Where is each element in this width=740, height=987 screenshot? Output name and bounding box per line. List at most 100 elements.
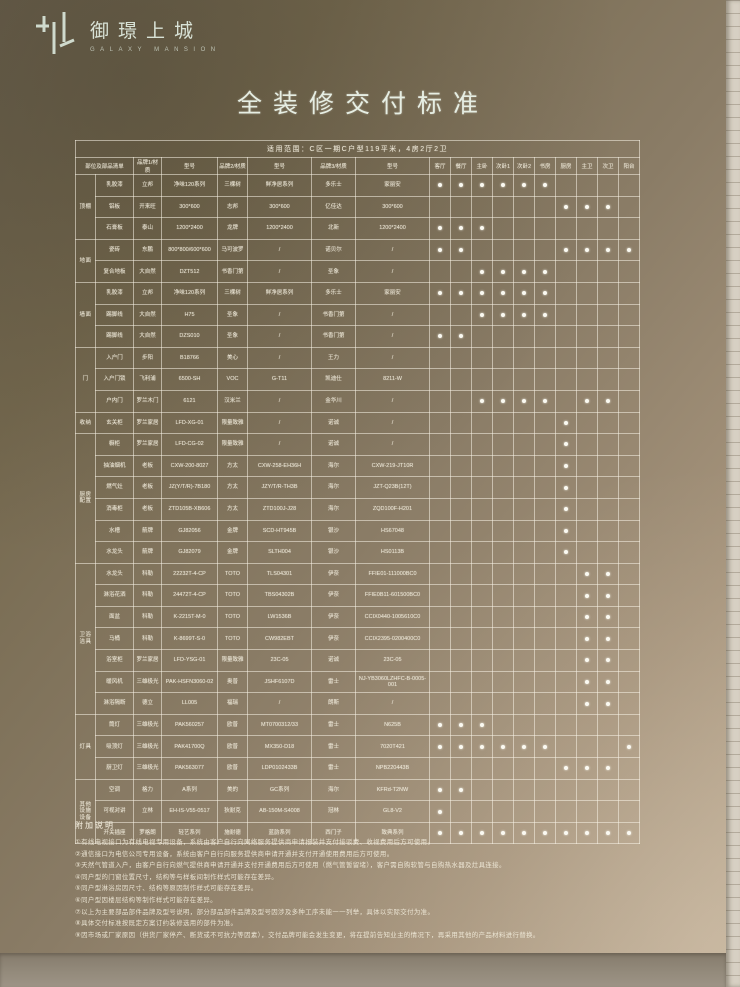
room-cell <box>576 692 598 715</box>
room-cell <box>492 649 514 672</box>
model1-cell: 6121 <box>161 389 218 413</box>
room-cell <box>492 584 514 607</box>
room-cell <box>450 303 472 327</box>
table-row: 暖风机 三雄极光 PAK-HSFN3060-02 奥普 JSHF6107D 雷士 NJ-YB… <box>76 670 641 694</box>
brand2-cell: VOC <box>217 368 248 391</box>
room-cell <box>555 541 577 564</box>
model2-cell: / <box>247 411 312 435</box>
applies-dot-marker <box>459 744 463 749</box>
room-cell <box>471 541 493 564</box>
applies-dot-marker <box>585 636 589 641</box>
header-row: 部位及部品清单 品牌1/材质 型号 品牌2/材质 型号 品牌3/材质 型号 客厅 餐厅 主卧 次卧1… <box>75 157 641 175</box>
room-cell <box>534 670 556 694</box>
applies-dot-marker <box>564 766 568 771</box>
room-cell <box>617 649 641 672</box>
item-label: 淋浴隔断 <box>95 692 134 715</box>
applies-dot-marker <box>585 204 589 209</box>
applies-dot-marker <box>564 248 568 253</box>
brand3-cell: 伊奈 <box>311 562 356 586</box>
room-cell <box>471 454 493 478</box>
brand2-cell: 圣象 <box>217 303 248 327</box>
room-cell <box>555 584 577 607</box>
applies-dot-marker <box>543 291 547 296</box>
room-cell <box>450 260 472 283</box>
applies-dot-marker <box>627 744 631 749</box>
group-label: 收纳 <box>75 411 96 435</box>
brand2-cell: 限量致雅 <box>217 411 248 435</box>
brand1-cell: 大自然 <box>133 325 162 348</box>
model2-cell: GC系列 <box>247 778 312 802</box>
note-line: ③天然气管道入户，由客户自行向燃气提供商申请开通并支付开通费用后方可使用（燃气管… <box>75 862 506 870</box>
model2-cell: 300*600 <box>247 195 312 219</box>
table-row: 消毒柜 老板 ZTD105B-XB606 方太 ZTD100J-J28 海尔 ZQD100F… <box>76 497 641 521</box>
applies-dot-marker <box>480 269 484 274</box>
room-cell <box>555 346 577 370</box>
room-cell <box>429 627 451 651</box>
room-cell <box>471 433 493 456</box>
room-cell <box>450 454 472 478</box>
room-cell <box>534 476 556 499</box>
brand3-cell: 多乐士 <box>311 174 356 197</box>
room-cell <box>617 584 641 607</box>
room-cell <box>492 541 514 564</box>
brand2-cell: 圣象 <box>217 325 248 348</box>
room-cell <box>576 389 598 413</box>
brand3-cell: 诺诚 <box>311 433 356 456</box>
item-label: 马桶 <box>95 627 134 651</box>
floor-strip <box>0 953 726 987</box>
room-cell <box>471 346 493 370</box>
applies-dot-marker <box>480 399 484 404</box>
room-cell <box>617 562 641 586</box>
room-cell <box>534 757 556 780</box>
room-cell <box>555 411 577 435</box>
brand1-cell: 格力 <box>133 778 162 802</box>
brand2-cell: 汉米兰 <box>217 389 248 413</box>
room-cell <box>617 433 641 456</box>
room-cell <box>576 217 598 240</box>
room-cell <box>597 195 619 219</box>
room-cell <box>492 195 514 219</box>
model3-cell: ZQD100F-H201 <box>355 497 430 521</box>
applies-dot-marker <box>480 183 484 188</box>
room-cell <box>429 692 451 715</box>
room-cell <box>597 325 619 348</box>
applies-dot-marker <box>459 334 463 339</box>
room-cell <box>555 476 577 499</box>
room-cell <box>450 735 472 759</box>
brand1-cell: 罗兰木门 <box>133 389 162 413</box>
table-row: 浴室柜 罗兰家居 LFD-YSG-01 限量致雅 23C-05 诺诚 23C-05 <box>76 649 641 672</box>
model3-cell: / <box>355 260 430 283</box>
applies-dot-marker <box>480 226 484 231</box>
room-cell <box>513 281 535 305</box>
room-cell <box>555 389 577 413</box>
item-label: 石膏板 <box>95 217 134 240</box>
room-cell <box>617 389 641 413</box>
logo-name: 御璟上城 <box>90 20 203 42</box>
table-row: 户内门 罗兰木门 6121 汉米兰 / 金华川 / <box>76 389 641 413</box>
applies-dot-marker <box>501 312 505 317</box>
room-cell <box>555 238 577 262</box>
room-cell <box>555 757 577 780</box>
applies-dot-marker <box>585 571 589 576</box>
room-cell <box>617 670 641 694</box>
model3-cell: 家丽安 <box>355 281 430 305</box>
applies-dot-marker <box>564 420 568 425</box>
room-cell <box>513 584 535 607</box>
brand2-cell: TOTO <box>217 605 248 629</box>
room-cell <box>492 670 514 694</box>
model1-cell: A系列 <box>161 778 218 802</box>
room-cell <box>617 497 641 521</box>
room-cell <box>513 303 535 327</box>
brand1-cell: 科勒 <box>133 562 162 586</box>
room-cell <box>513 476 535 499</box>
room-header: 次卫 <box>597 157 619 175</box>
brand3-cell: 海尔 <box>311 454 356 478</box>
model2-cell: MT0700312/33 <box>247 713 312 737</box>
room-cell <box>555 821 577 845</box>
applies-dot-marker <box>480 312 484 317</box>
model2-cell: 鲜净居系列 <box>247 281 312 305</box>
room-cell <box>576 562 598 586</box>
room-cell <box>513 713 535 737</box>
applies-dot-marker <box>585 615 589 620</box>
brand2-cell: 志邦 <box>217 195 248 219</box>
